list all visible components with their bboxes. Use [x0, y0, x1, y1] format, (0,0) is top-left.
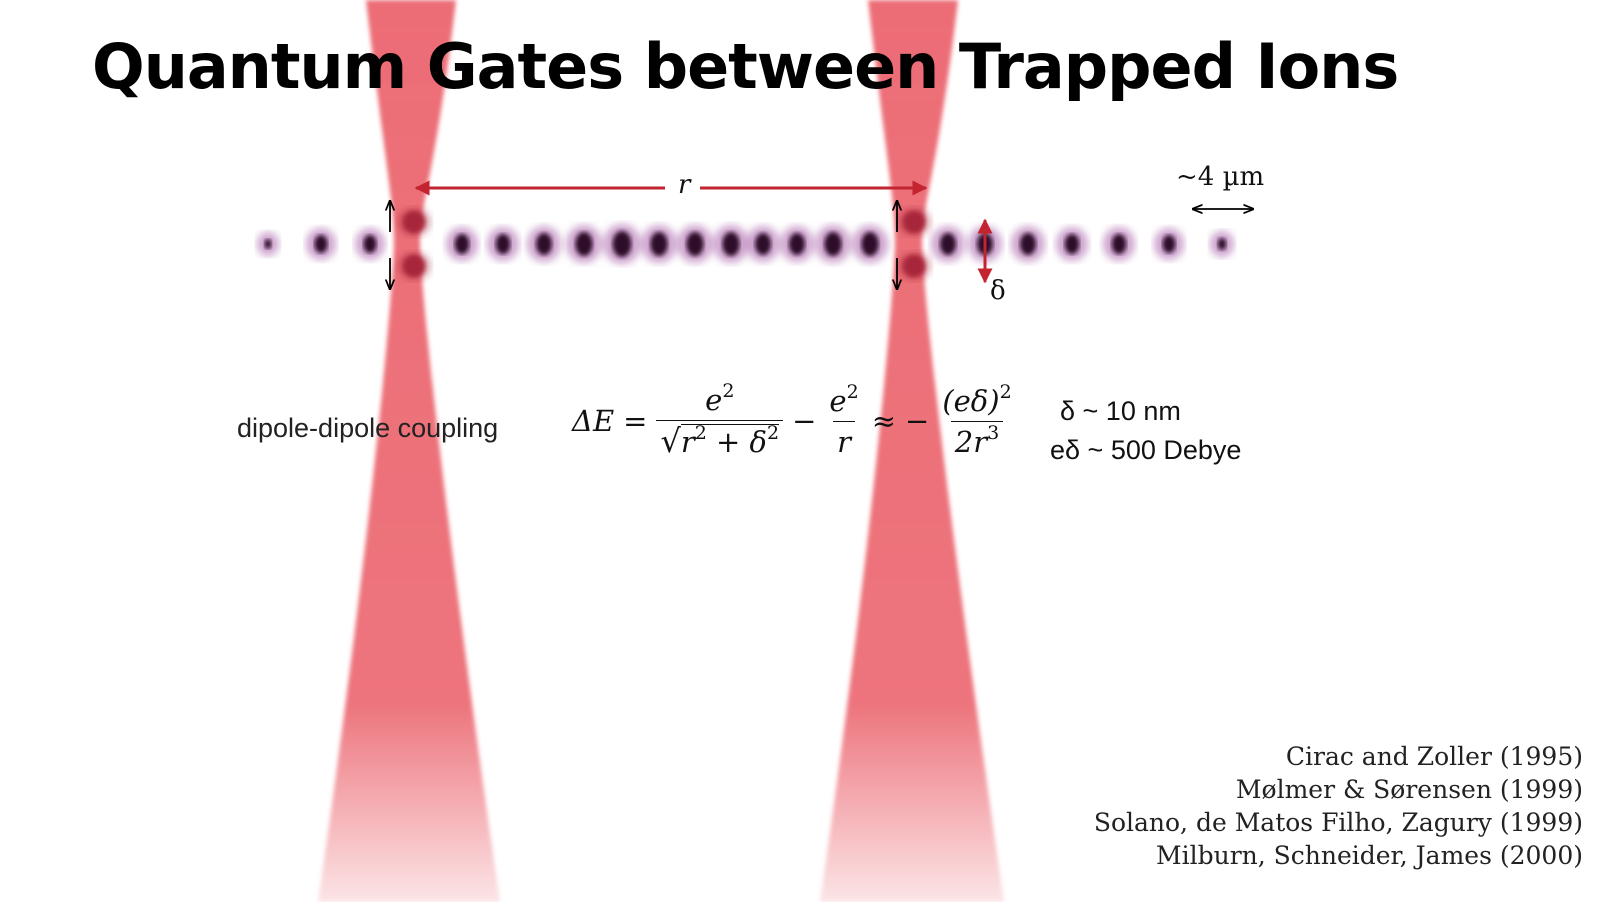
ion — [314, 235, 328, 253]
exact-den-r: r — [680, 425, 695, 459]
laser-beam-2 — [820, 0, 1004, 902]
exact-den-plus: + — [716, 425, 741, 459]
parameter-dipole: eδ ~ 500 Debye — [1050, 435, 1242, 465]
ion — [575, 232, 593, 256]
ion — [861, 232, 879, 256]
ion — [722, 232, 740, 256]
exact-den-delta: δ — [749, 425, 768, 459]
ion — [536, 233, 552, 255]
excited-ion — [903, 211, 925, 233]
ion — [1217, 238, 1227, 250]
coupling-label: dipole-dipole coupling — [237, 413, 499, 443]
ion — [686, 232, 704, 256]
excited-ion — [403, 211, 425, 233]
reference-item: Milburn, Schneider, James (2000) — [1156, 841, 1583, 870]
dipole-numerator: (eδ) — [942, 383, 1000, 418]
reference-item: Mølmer & Sørensen (1999) — [1235, 775, 1583, 804]
reference-item: Cirac and Zoller (1995) — [1285, 742, 1583, 771]
ion — [1020, 233, 1036, 255]
excited-ion — [903, 255, 925, 277]
fraction-coulomb: e2 r — [825, 381, 862, 462]
page-title: Quantum Gates between Trapped Ions — [92, 30, 1399, 103]
equation-lhs: ΔE — [572, 404, 615, 438]
laser-beam-1 — [318, 0, 500, 902]
ion — [755, 233, 771, 255]
approx-sign: ≈ — [871, 404, 896, 438]
ion — [264, 239, 272, 249]
ion — [495, 234, 511, 254]
displacement-label: δ — [990, 276, 1006, 306]
references: Cirac and Zoller (1995) Mølmer & Sørense… — [1094, 740, 1583, 872]
parameter-delta: δ ~ 10 nm — [1060, 396, 1181, 426]
scale-label: ~4 µm — [1176, 162, 1265, 192]
coulomb-numerator-exponent: 2 — [846, 380, 859, 403]
coulomb-denominator: r — [837, 424, 851, 459]
fraction-exact: e2 √r2 + δ2 — [656, 380, 784, 462]
exact-numerator-exponent: 2 — [722, 380, 735, 402]
exact-den-r-exponent: 2 — [694, 422, 707, 444]
ion — [824, 232, 842, 256]
minus-sign: − — [792, 404, 817, 438]
ion — [940, 233, 956, 255]
minus-sign-2: − — [905, 404, 930, 438]
ion — [612, 231, 632, 257]
dipole-denominator-exponent: 3 — [987, 421, 1000, 444]
separation-label: r — [678, 170, 691, 200]
ion — [789, 233, 805, 255]
exact-den-delta-exponent: 2 — [767, 422, 780, 444]
fraction-dipole: (eδ)2 2r3 — [938, 381, 1015, 462]
equals-sign: = — [623, 404, 648, 438]
ion — [1111, 234, 1127, 254]
exact-numerator: e — [705, 383, 723, 417]
dipole-denominator: 2r — [954, 424, 988, 459]
parameters: δ ~ 10 nm eδ ~ 500 Debye — [1050, 392, 1241, 470]
coupling-equation: ΔE = e2 √r2 + δ2 − e2 r ≈ − (eδ)2 2r3 — [572, 380, 1016, 462]
sqrt-icon: √ — [660, 422, 681, 460]
ion — [1162, 235, 1176, 253]
dipole-numerator-exponent: 2 — [999, 380, 1012, 403]
reference-item: Solano, de Matos Filho, Zagury (1999) — [1093, 808, 1583, 837]
ion — [1064, 234, 1080, 254]
ion — [650, 232, 668, 256]
ion — [363, 235, 377, 253]
coulomb-numerator: e — [829, 383, 847, 418]
excited-ion — [403, 255, 425, 277]
ion — [454, 234, 470, 254]
